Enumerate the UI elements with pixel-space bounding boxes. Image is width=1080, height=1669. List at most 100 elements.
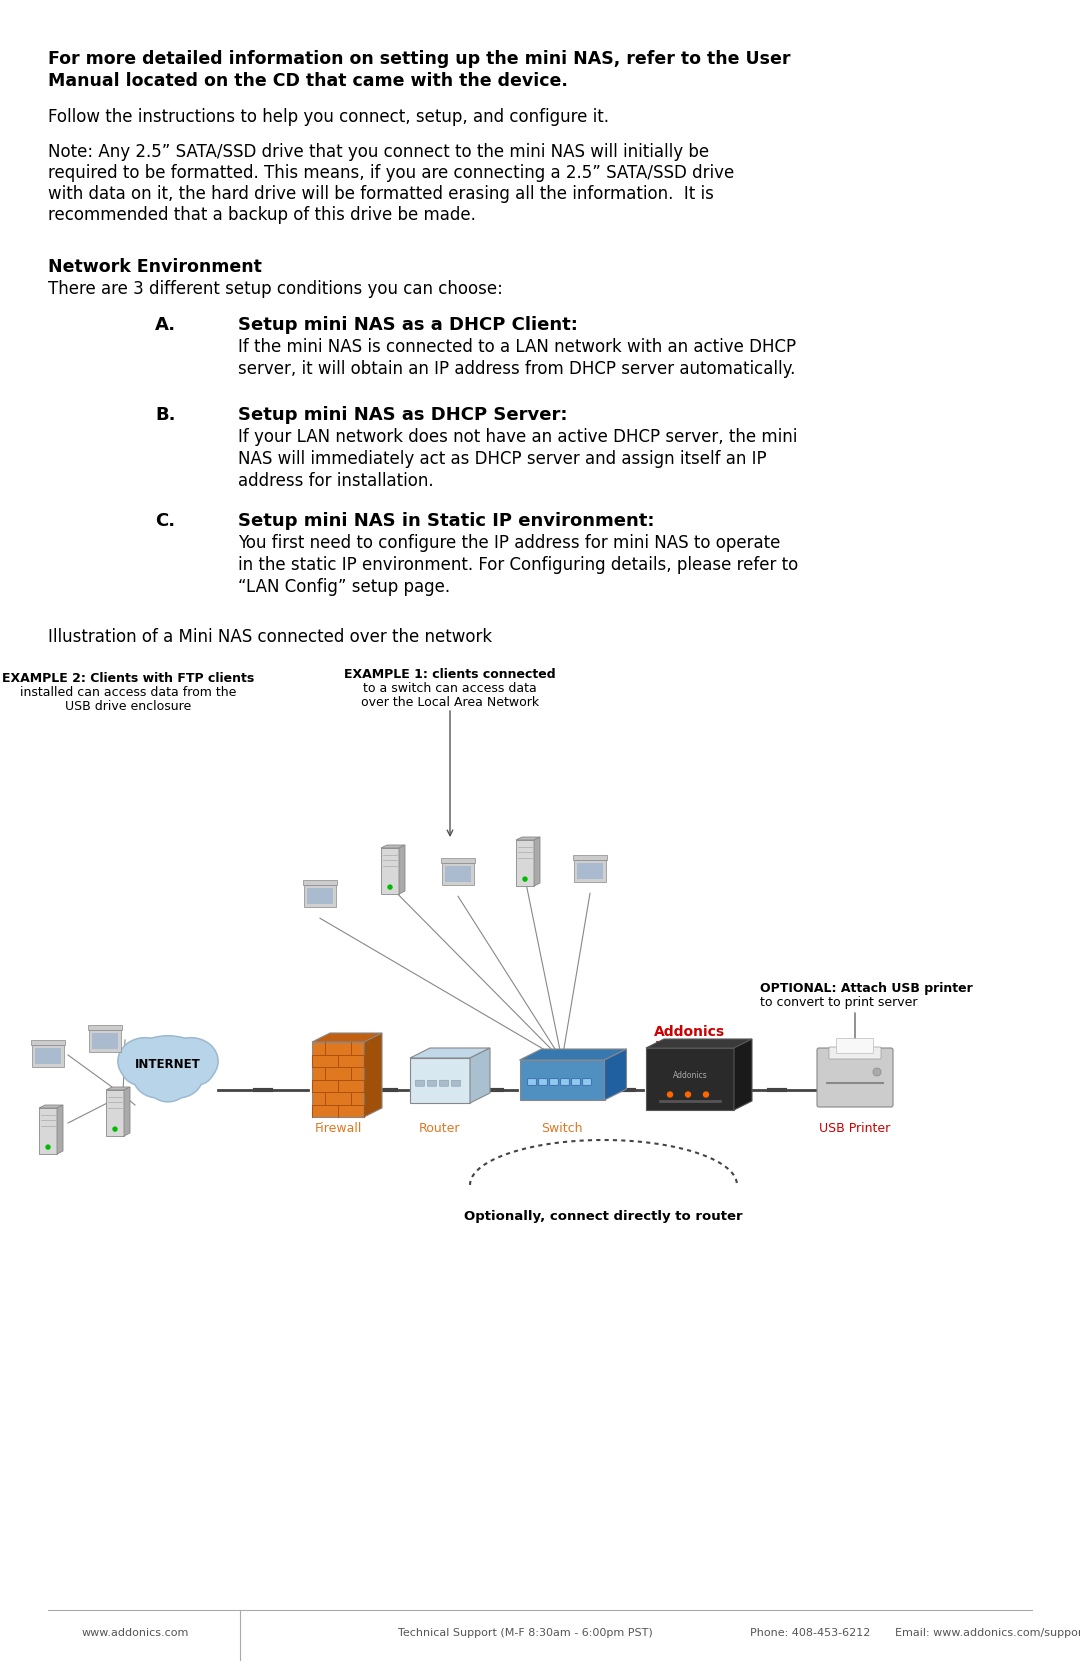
Text: Switch: Switch: [541, 1122, 583, 1135]
Ellipse shape: [126, 1036, 210, 1093]
Polygon shape: [519, 1060, 605, 1100]
Polygon shape: [57, 1105, 63, 1153]
Text: server, it will obtain an IP address from DHCP server automatically.: server, it will obtain an IP address fro…: [238, 361, 795, 377]
Circle shape: [873, 1068, 881, 1077]
Polygon shape: [87, 1025, 122, 1030]
Text: Technical Support (M-F 8:30am - 6:00pm PST): Technical Support (M-F 8:30am - 6:00pm P…: [397, 1627, 652, 1637]
Polygon shape: [534, 836, 540, 886]
Polygon shape: [307, 888, 333, 905]
Ellipse shape: [163, 1036, 219, 1085]
Polygon shape: [577, 863, 603, 880]
Text: Optionally, connect directly to router: Optionally, connect directly to router: [464, 1210, 743, 1223]
Circle shape: [523, 878, 527, 881]
Text: You first need to configure the IP address for mini NAS to operate: You first need to configure the IP addre…: [238, 534, 781, 552]
Text: installed can access data from the: installed can access data from the: [19, 686, 237, 699]
Polygon shape: [312, 1033, 382, 1041]
Text: Manual located on the CD that came with the device.: Manual located on the CD that came with …: [48, 72, 568, 90]
Text: USB Printer: USB Printer: [820, 1122, 891, 1135]
Ellipse shape: [164, 1038, 217, 1083]
Polygon shape: [516, 840, 534, 886]
Text: B.: B.: [156, 406, 175, 424]
Text: EXAMPLE 1: clients connected: EXAMPLE 1: clients connected: [345, 668, 556, 681]
Polygon shape: [410, 1058, 470, 1103]
FancyBboxPatch shape: [583, 1078, 592, 1085]
Text: to a switch can access data: to a switch can access data: [363, 683, 537, 694]
Polygon shape: [106, 1087, 130, 1090]
Polygon shape: [442, 863, 474, 885]
Text: in the static IP environment. For Configuring details, please refer to: in the static IP environment. For Config…: [238, 556, 798, 574]
Text: OPTIONAL: Attach USB printer: OPTIONAL: Attach USB printer: [760, 981, 973, 995]
Ellipse shape: [174, 1051, 215, 1087]
Polygon shape: [516, 836, 540, 840]
Text: Router: Router: [419, 1122, 461, 1135]
Polygon shape: [445, 866, 471, 881]
Text: C.: C.: [156, 512, 175, 531]
Text: A.: A.: [156, 315, 176, 334]
Polygon shape: [32, 1045, 64, 1066]
Polygon shape: [605, 1050, 626, 1100]
Text: Note: Any 2.5” SATA/SSD drive that you connect to the mini NAS will initially be: Note: Any 2.5” SATA/SSD drive that you c…: [48, 144, 710, 160]
Text: Illustration of a Mini NAS connected over the network: Illustration of a Mini NAS connected ove…: [48, 628, 492, 646]
Circle shape: [686, 1092, 690, 1097]
FancyBboxPatch shape: [528, 1078, 537, 1085]
Polygon shape: [573, 860, 606, 881]
Text: www.addonics.com: www.addonics.com: [81, 1627, 189, 1637]
Polygon shape: [381, 848, 399, 895]
Text: If your LAN network does not have an active DHCP server, the mini: If your LAN network does not have an act…: [238, 427, 797, 446]
Polygon shape: [646, 1040, 752, 1048]
Polygon shape: [441, 858, 475, 863]
Ellipse shape: [117, 1036, 173, 1085]
Polygon shape: [410, 1048, 490, 1058]
Text: For more detailed information on setting up the mini NAS, refer to the User: For more detailed information on setting…: [48, 50, 791, 68]
FancyBboxPatch shape: [561, 1078, 569, 1085]
Ellipse shape: [119, 1038, 172, 1083]
Polygon shape: [89, 1030, 121, 1051]
Ellipse shape: [124, 1035, 212, 1095]
Text: with data on it, the hard drive will be formatted erasing all the information.  : with data on it, the hard drive will be …: [48, 185, 714, 204]
FancyBboxPatch shape: [428, 1080, 436, 1087]
Ellipse shape: [133, 1055, 185, 1098]
Polygon shape: [519, 1050, 626, 1060]
Circle shape: [46, 1145, 50, 1148]
Text: Setup mini NAS as DHCP Server:: Setup mini NAS as DHCP Server:: [238, 406, 567, 424]
Text: Phone: 408-453-6212: Phone: 408-453-6212: [750, 1627, 870, 1637]
FancyBboxPatch shape: [816, 1048, 893, 1107]
FancyBboxPatch shape: [571, 1078, 580, 1085]
Polygon shape: [92, 1033, 118, 1050]
Text: Mini NAS: Mini NAS: [654, 1040, 725, 1055]
Text: USB drive enclosure: USB drive enclosure: [65, 699, 191, 713]
Text: address for installation.: address for installation.: [238, 472, 434, 491]
FancyBboxPatch shape: [550, 1078, 558, 1085]
Text: Addonics: Addonics: [673, 1071, 707, 1080]
Polygon shape: [39, 1105, 63, 1108]
FancyBboxPatch shape: [416, 1080, 424, 1087]
Text: recommended that a backup of this drive be made.: recommended that a backup of this drive …: [48, 205, 476, 224]
Ellipse shape: [121, 1051, 162, 1087]
Ellipse shape: [134, 1055, 184, 1097]
Text: EXAMPLE 2: Clients with FTP clients: EXAMPLE 2: Clients with FTP clients: [2, 673, 254, 684]
Polygon shape: [381, 845, 405, 848]
Ellipse shape: [122, 1053, 161, 1085]
Text: Setup mini NAS as a DHCP Client:: Setup mini NAS as a DHCP Client:: [238, 315, 578, 334]
Text: INTERNET: INTERNET: [135, 1058, 201, 1071]
Text: over the Local Area Network: over the Local Area Network: [361, 696, 539, 709]
Text: Setup mini NAS in Static IP environment:: Setup mini NAS in Static IP environment:: [238, 512, 654, 531]
Circle shape: [667, 1092, 673, 1097]
Polygon shape: [470, 1048, 490, 1103]
FancyBboxPatch shape: [829, 1046, 881, 1060]
Text: Follow the instructions to help you connect, setup, and configure it.: Follow the instructions to help you conn…: [48, 108, 609, 125]
Polygon shape: [646, 1048, 734, 1110]
Polygon shape: [39, 1108, 57, 1153]
Text: Firewall: Firewall: [314, 1122, 362, 1135]
Polygon shape: [364, 1033, 382, 1117]
FancyBboxPatch shape: [440, 1080, 448, 1087]
Polygon shape: [35, 1048, 60, 1065]
Text: Email: www.addonics.com/support/query/: Email: www.addonics.com/support/query/: [895, 1627, 1080, 1637]
Text: Addonics: Addonics: [654, 1025, 726, 1040]
Circle shape: [113, 1127, 117, 1132]
Polygon shape: [31, 1040, 65, 1045]
Text: NAS will immediately act as DHCP server and assign itself an IP: NAS will immediately act as DHCP server …: [238, 451, 767, 467]
Ellipse shape: [148, 1070, 189, 1103]
Ellipse shape: [152, 1055, 202, 1097]
Polygon shape: [312, 1041, 364, 1117]
